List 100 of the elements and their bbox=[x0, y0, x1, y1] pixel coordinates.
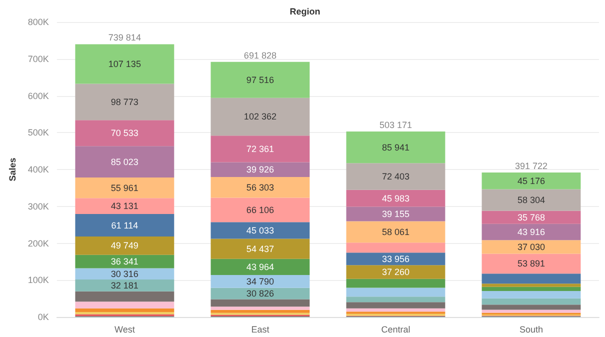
data-label: 43 131 bbox=[110, 201, 138, 212]
bar bbox=[75, 120, 174, 146]
bar bbox=[75, 84, 174, 120]
y-tick-label: 500K bbox=[28, 128, 49, 138]
bar bbox=[75, 308, 174, 312]
bar bbox=[210, 299, 310, 307]
chart-title: Region bbox=[290, 6, 320, 16]
data-label: 37 260 bbox=[382, 266, 410, 277]
data-label: 45 983 bbox=[382, 193, 410, 204]
total-label: 691 828 bbox=[244, 50, 276, 60]
bar bbox=[346, 308, 446, 312]
bar bbox=[75, 279, 174, 292]
bar bbox=[75, 214, 174, 237]
bar bbox=[210, 177, 310, 198]
bar bbox=[75, 268, 174, 280]
bar bbox=[210, 162, 310, 177]
total-label: 739 814 bbox=[108, 32, 141, 43]
bar bbox=[482, 172, 581, 190]
bar bbox=[75, 44, 174, 84]
data-label: 53 891 bbox=[517, 258, 546, 269]
y-tick-label: 300K bbox=[28, 201, 49, 212]
total-label: 503 171 bbox=[379, 120, 412, 130]
data-label: 72 361 bbox=[246, 144, 274, 154]
bar bbox=[482, 298, 581, 305]
y-tick-label: 0K bbox=[38, 312, 49, 322]
bar bbox=[75, 254, 174, 268]
data-label: 49 749 bbox=[110, 240, 138, 251]
data-label: 98 773 bbox=[110, 96, 138, 107]
bar bbox=[210, 136, 310, 162]
data-label: 45 176 bbox=[517, 176, 546, 186]
data-label: 55 961 bbox=[110, 182, 138, 193]
total-label: 391 722 bbox=[514, 161, 548, 172]
bar bbox=[75, 236, 174, 255]
data-label: 102 362 bbox=[244, 112, 276, 122]
x-tick-label: South bbox=[519, 324, 544, 334]
data-label: 54 437 bbox=[246, 244, 274, 254]
bar bbox=[482, 189, 581, 211]
data-label: 85 941 bbox=[382, 142, 410, 152]
data-label: 45 033 bbox=[246, 225, 274, 236]
bar bbox=[210, 310, 310, 313]
bar bbox=[210, 258, 310, 276]
bar bbox=[75, 146, 174, 178]
bar bbox=[346, 265, 446, 279]
bar bbox=[210, 98, 310, 136]
data-label: 30 316 bbox=[110, 268, 138, 279]
bar bbox=[346, 242, 446, 253]
bar bbox=[346, 302, 446, 308]
data-label: 58 304 bbox=[517, 194, 546, 205]
y-tick-label: 700K bbox=[28, 54, 49, 64]
x-tick-label: East bbox=[251, 324, 270, 334]
bar bbox=[346, 206, 446, 222]
data-label: 37 030 bbox=[517, 242, 546, 252]
bar bbox=[75, 177, 174, 198]
bar bbox=[210, 275, 310, 288]
bar bbox=[482, 286, 581, 291]
bar bbox=[210, 306, 310, 310]
bar bbox=[482, 240, 581, 254]
bar bbox=[346, 252, 446, 266]
bar bbox=[75, 302, 174, 308]
x-tick-label: Central bbox=[381, 324, 410, 334]
data-label: 97 516 bbox=[246, 74, 274, 85]
data-label: 34 790 bbox=[246, 276, 274, 286]
data-label: 107 135 bbox=[108, 58, 141, 69]
bar bbox=[75, 291, 174, 302]
data-label: 70 533 bbox=[110, 128, 138, 138]
data-label: 36 341 bbox=[110, 256, 138, 267]
data-label: 43 916 bbox=[517, 226, 546, 237]
bar bbox=[210, 238, 310, 259]
data-label: 66 106 bbox=[246, 204, 274, 215]
bar bbox=[482, 224, 581, 240]
y-tick-label: 400K bbox=[28, 164, 49, 174]
bar bbox=[346, 190, 446, 207]
data-label: 58 061 bbox=[382, 226, 410, 237]
data-label: 33 956 bbox=[382, 254, 410, 264]
data-label: 61 114 bbox=[111, 220, 138, 230]
data-label: 56 303 bbox=[246, 182, 274, 192]
bar bbox=[346, 296, 446, 302]
bar bbox=[210, 198, 310, 222]
bar bbox=[346, 131, 446, 164]
bar bbox=[482, 284, 581, 287]
bar bbox=[482, 210, 581, 224]
bar bbox=[346, 163, 446, 190]
y-axis-title: Sales bbox=[8, 158, 18, 182]
bar bbox=[482, 290, 581, 298]
bar bbox=[346, 278, 446, 288]
data-label: 32 181 bbox=[110, 280, 138, 290]
bar bbox=[482, 274, 581, 284]
bar bbox=[210, 62, 310, 98]
y-tick-label: 100K bbox=[28, 275, 49, 286]
y-tick-label: 800K bbox=[28, 17, 49, 27]
data-label: 39 155 bbox=[382, 209, 410, 220]
y-tick-label: 200K bbox=[28, 238, 49, 248]
bar bbox=[482, 254, 581, 274]
data-label: 30 826 bbox=[246, 288, 274, 299]
data-label: 72 403 bbox=[382, 171, 410, 182]
y-tick-label: 600K bbox=[28, 90, 49, 101]
data-label: 43 964 bbox=[246, 262, 274, 272]
bar bbox=[482, 304, 581, 310]
bar bbox=[75, 198, 174, 214]
bar bbox=[210, 222, 310, 239]
